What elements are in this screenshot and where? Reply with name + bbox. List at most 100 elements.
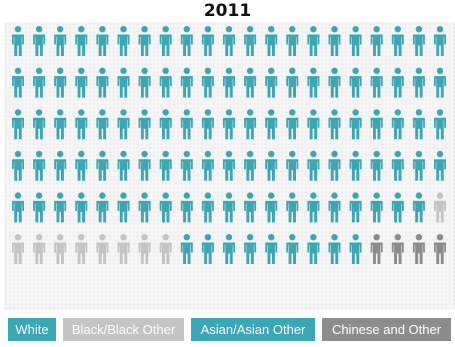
person-icon-white [201,26,214,56]
person-icon-white [244,67,257,98]
person-icon-white [75,150,88,181]
person-icon-white [180,26,193,56]
person-icon-white [370,192,383,223]
person-icon-white [412,150,425,181]
person-icon-white [286,26,299,56]
person-icon-white [286,109,299,140]
person-icon-white [54,26,67,56]
person-icon-white [180,150,193,181]
person-icon-white [54,192,67,223]
person-icon-white [244,192,257,223]
person-icon-white [328,150,341,181]
person-icon-white [391,67,404,98]
person-icon-white [412,109,425,140]
person-icon-white [33,26,46,56]
person-icon-asian-asian-other [307,234,320,264]
person-icon-white [75,109,88,140]
person-icon-white [180,67,193,98]
person-icon-black-black-other [117,234,130,264]
person-icon-black-black-other [138,234,151,264]
person-icon-white [159,67,172,98]
person-icon-asian-asian-other [328,234,341,264]
person-icon-white [307,109,320,140]
person-icon-white [349,67,362,98]
person-icon-white [307,26,320,56]
person-icon-white [75,192,88,223]
person-icon-white [370,109,383,140]
person-icon-white [12,26,24,56]
person-icon-white [434,109,446,140]
person-icon-black-black-other [75,234,88,264]
person-icon-white [96,26,109,56]
person-icon-white [138,150,151,181]
person-icon-white [96,150,109,181]
person-icon-white [138,67,151,98]
person-icon-white [370,67,383,98]
person-icon-white [328,67,341,98]
person-icon-white [117,109,130,140]
person-icon-white [117,150,130,181]
person-icon-white [370,26,383,56]
person-icon-white [265,150,278,181]
person-icon-asian-asian-other [180,234,193,264]
person-icon-chinese-and-other [434,234,446,264]
person-icon-asian-asian-other [265,234,278,264]
person-icon-white [370,150,383,181]
person-icon-asian-asian-other [244,234,257,264]
person-icon-white [307,150,320,181]
person-icon-black-black-other [33,234,46,264]
person-icon-white [349,192,362,223]
person-icon-white [391,26,404,56]
person-icon-white [54,150,67,181]
person-icon-white [12,109,24,140]
person-icon-white [159,26,172,56]
person-icon-black-black-other [12,234,24,264]
person-icon-white [75,67,88,98]
person-icon-white [201,109,214,140]
person-icon-chinese-and-other [412,234,425,264]
person-icon-chinese-and-other [370,234,383,264]
person-icon-asian-asian-other [349,234,362,264]
person-icon-white [434,150,446,181]
person-icon-white [33,109,46,140]
person-icon-white [159,150,172,181]
person-icon-white [138,192,151,223]
person-icon-white [223,192,235,223]
person-icon-white [96,192,109,223]
person-icon-white [412,192,425,223]
person-icon-white [138,26,151,56]
person-icon-white [412,67,425,98]
person-icon-chinese-and-other [391,234,404,264]
person-icon-white [12,192,24,223]
person-icon-white [223,67,235,98]
person-icon-white [117,67,130,98]
person-icon-white [286,192,299,223]
person-icon-black-black-other [434,192,446,223]
person-icon-white [75,26,88,56]
person-icon-white [307,67,320,98]
person-icon-white [223,26,235,56]
person-icon-white [391,192,404,223]
person-icon-white [349,150,362,181]
person-icon-white [159,192,172,223]
person-icon-asian-asian-other [223,234,235,264]
person-icon-white [434,26,446,56]
person-icon-white [96,109,109,140]
person-icon-white [54,109,67,140]
chart-title: 2011 [203,1,252,21]
person-icon-white [117,192,130,223]
person-icon-white [328,192,341,223]
person-icon-white [12,150,24,181]
person-icon-black-black-other [96,234,109,264]
person-icon-white [159,109,172,140]
person-icon-white [328,109,341,140]
person-icon-white [201,192,214,223]
person-icon-white [223,150,235,181]
person-icon-white [12,67,24,98]
person-icon-white [286,67,299,98]
person-icon-white [265,109,278,140]
person-icon-white [265,67,278,98]
person-icon-white [180,109,193,140]
person-icon-white [117,26,130,56]
